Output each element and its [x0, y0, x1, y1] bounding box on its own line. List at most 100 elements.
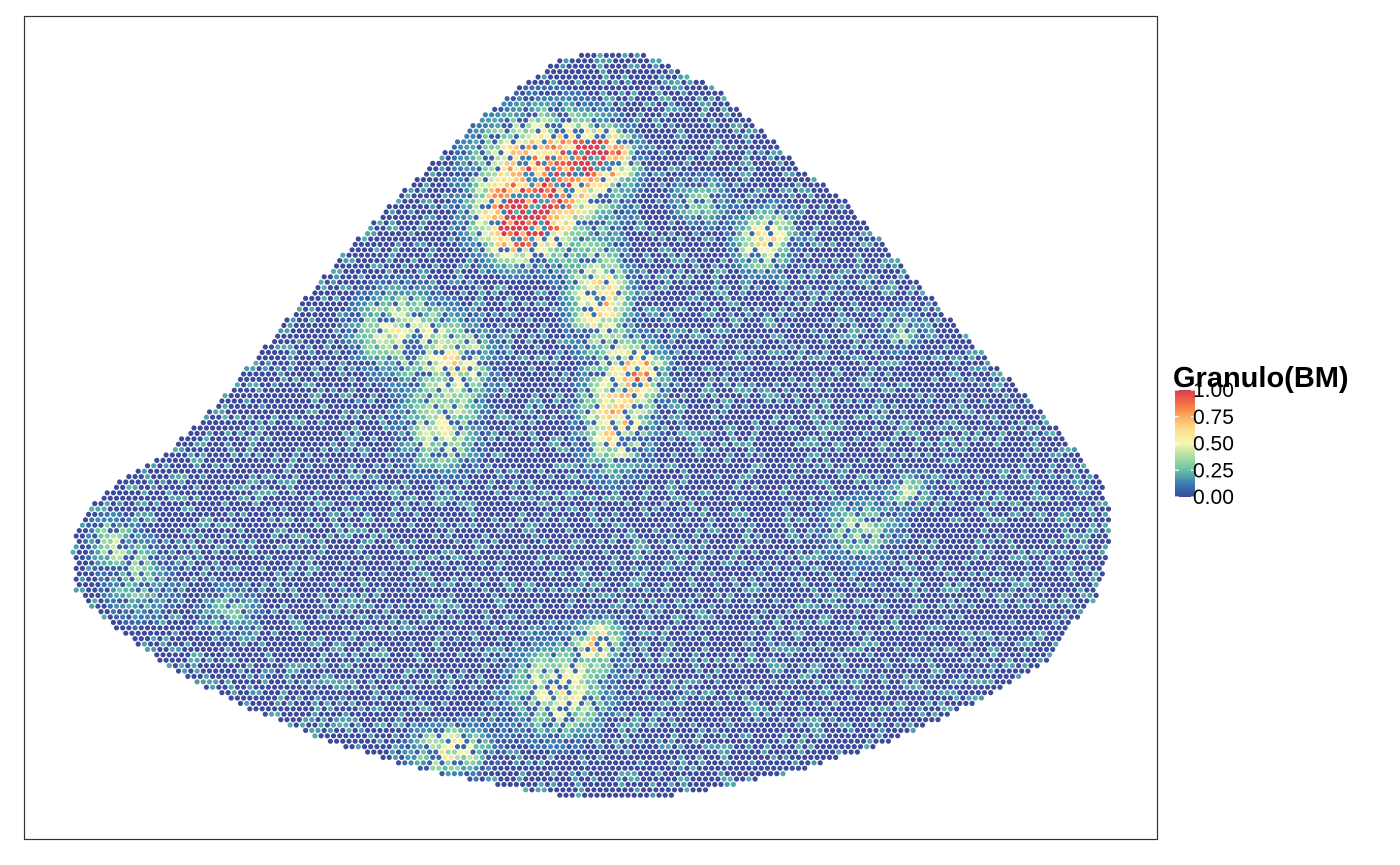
spot	[479, 322, 485, 328]
spot	[923, 306, 929, 312]
spot	[842, 295, 848, 301]
spot	[501, 349, 507, 355]
spot	[513, 231, 520, 237]
spot	[854, 328, 861, 334]
spot	[653, 204, 659, 210]
spot	[724, 209, 730, 215]
spot	[219, 398, 225, 404]
spot	[482, 274, 488, 280]
spot	[476, 274, 482, 280]
spot	[761, 133, 768, 139]
spot	[702, 290, 709, 296]
spot	[464, 317, 470, 323]
spot	[625, 328, 631, 334]
spot	[854, 252, 861, 258]
spot	[932, 366, 938, 372]
spot	[851, 366, 857, 372]
spot	[919, 344, 926, 350]
spot	[585, 236, 591, 242]
spot	[836, 263, 842, 269]
spot	[578, 96, 585, 102]
spot	[706, 144, 712, 150]
spot	[389, 274, 395, 280]
spot	[656, 112, 662, 118]
spot	[272, 339, 278, 345]
spot	[628, 376, 634, 382]
spot	[588, 166, 594, 172]
spot	[551, 209, 557, 215]
spot	[368, 258, 374, 264]
spot	[417, 398, 423, 404]
spot	[730, 285, 737, 291]
spot	[690, 258, 696, 264]
spot	[569, 306, 575, 312]
spot	[520, 166, 526, 172]
spot	[569, 295, 575, 301]
spot	[842, 209, 848, 215]
spot	[281, 376, 287, 382]
spot	[668, 90, 675, 96]
spot	[361, 355, 368, 361]
spot	[563, 198, 569, 204]
spot	[420, 285, 426, 291]
spot	[929, 371, 935, 377]
spot	[327, 382, 333, 388]
spot	[693, 231, 699, 237]
spot	[634, 160, 640, 166]
spot	[743, 209, 749, 215]
spot	[668, 209, 675, 215]
spot	[392, 366, 399, 372]
spot	[777, 236, 783, 242]
spot	[721, 128, 727, 134]
spot	[315, 295, 321, 301]
spot	[600, 241, 606, 247]
spot	[761, 382, 768, 388]
spot	[603, 193, 609, 199]
spot	[448, 268, 454, 274]
spot	[665, 376, 671, 382]
spot	[712, 371, 718, 377]
spot	[709, 322, 715, 328]
spot	[808, 247, 814, 253]
spot	[547, 106, 554, 112]
spot	[845, 214, 851, 220]
spot	[833, 344, 839, 350]
spot	[535, 214, 541, 220]
spot	[498, 268, 504, 274]
spot	[473, 258, 479, 264]
spot	[777, 387, 783, 393]
spot	[771, 344, 777, 350]
spot	[563, 349, 569, 355]
spot	[718, 306, 724, 312]
spot	[1003, 393, 1009, 399]
spot	[501, 360, 507, 366]
spot	[442, 301, 448, 307]
spot	[799, 285, 805, 291]
spot	[613, 306, 619, 312]
spot	[451, 306, 457, 312]
spot	[591, 344, 597, 350]
spot	[451, 317, 457, 323]
spot	[380, 333, 386, 339]
spot	[718, 198, 724, 204]
spot	[485, 355, 492, 361]
spot	[755, 306, 761, 312]
spot	[600, 349, 606, 355]
spot	[715, 96, 721, 102]
spot	[981, 355, 988, 361]
spot	[454, 290, 461, 296]
spot	[606, 144, 613, 150]
spot	[671, 106, 678, 112]
spot	[439, 393, 445, 399]
spot	[675, 123, 681, 129]
spot	[780, 339, 786, 345]
spot	[544, 112, 551, 118]
spot	[758, 322, 764, 328]
spot	[947, 349, 954, 355]
spot	[470, 371, 476, 377]
spot	[792, 382, 799, 388]
spot	[715, 387, 721, 393]
spot	[644, 328, 650, 334]
spot	[414, 220, 420, 226]
spot	[575, 155, 582, 161]
